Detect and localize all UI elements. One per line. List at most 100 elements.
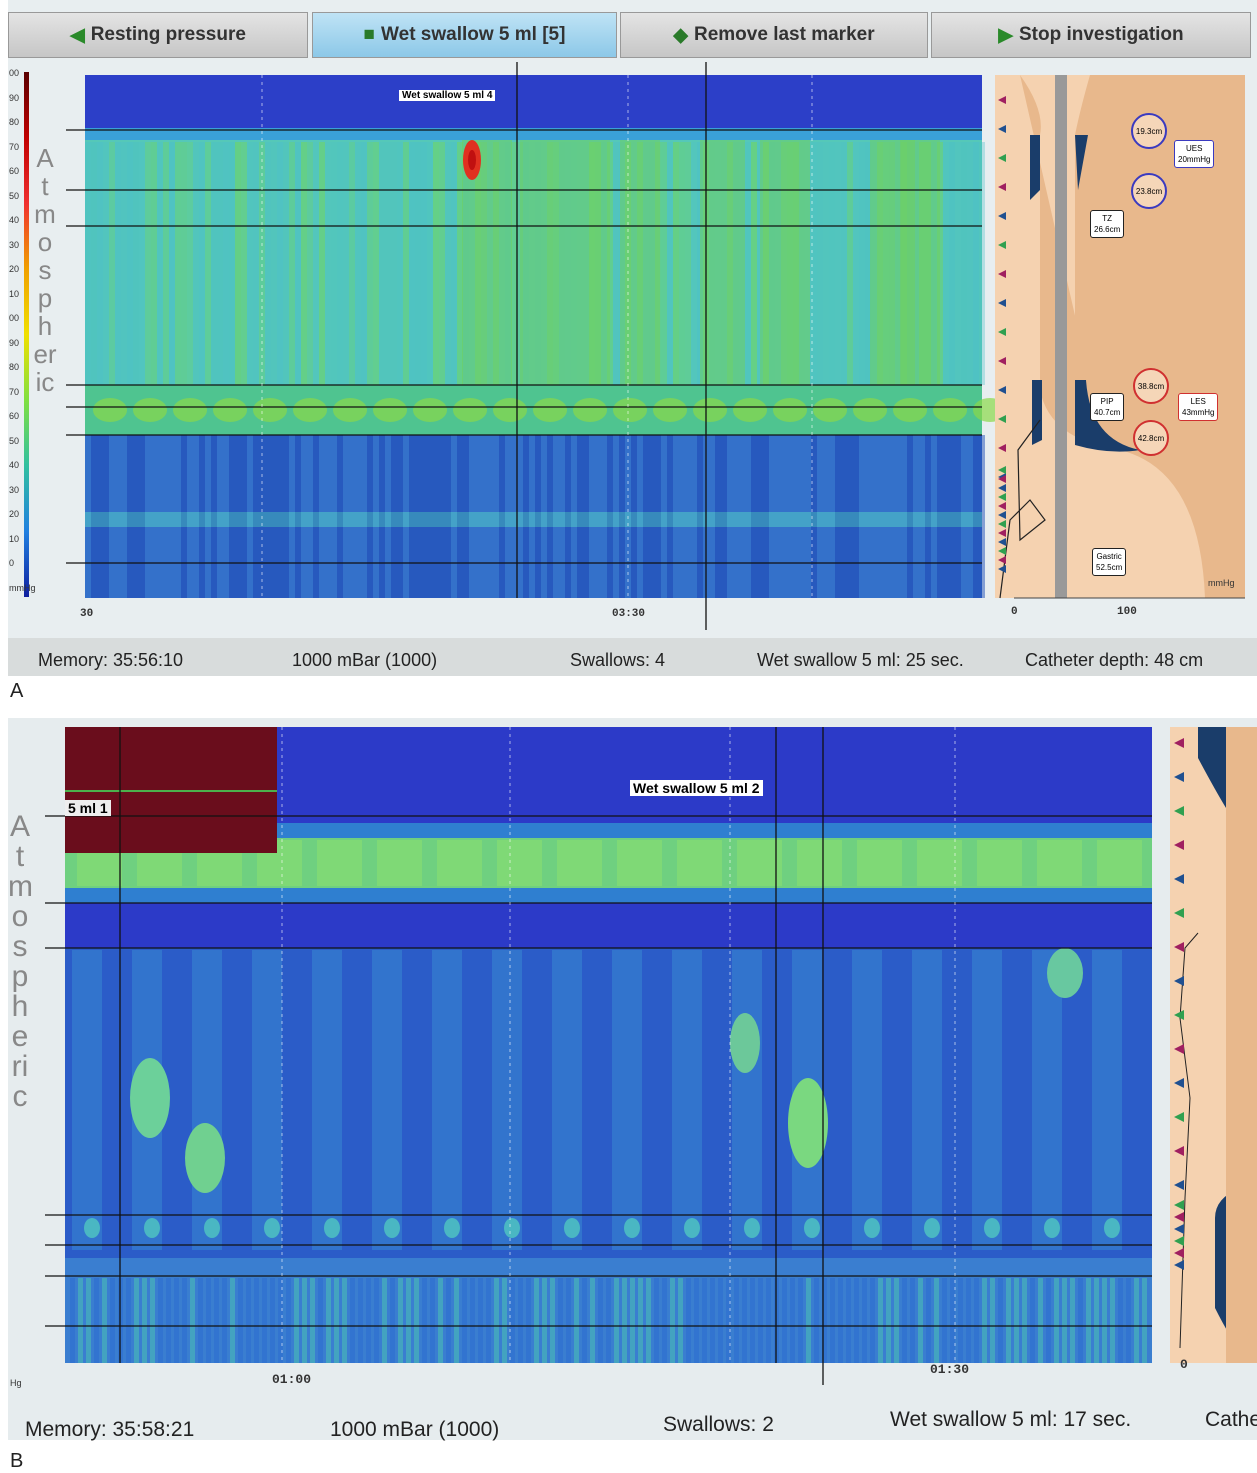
stripe [961, 142, 967, 385]
stripe [1046, 1278, 1051, 1363]
blob [1044, 1218, 1060, 1238]
stripe [277, 142, 283, 385]
stripe [934, 1278, 939, 1363]
stripe [550, 1278, 555, 1363]
position-circle: 38.8cm [1133, 368, 1169, 404]
stripe [595, 435, 601, 598]
stripe [374, 1278, 379, 1363]
stripe [1102, 1278, 1107, 1363]
stripe [926, 1278, 931, 1363]
stripe [182, 1278, 187, 1363]
stripe [846, 1278, 851, 1363]
stripe [565, 435, 571, 598]
blob [613, 398, 647, 422]
stripe [427, 435, 433, 598]
stripe [943, 435, 949, 598]
stripe [325, 142, 331, 385]
stripe [901, 435, 907, 598]
stripe [547, 435, 553, 598]
stripe [433, 435, 439, 598]
stripe [390, 1278, 395, 1363]
blob [453, 398, 487, 422]
profile-tick: 0 [1180, 1357, 1188, 1372]
stripe [313, 142, 319, 385]
stripe [685, 435, 691, 598]
stripe [870, 1278, 875, 1363]
stripe [361, 435, 367, 598]
stripe [319, 142, 325, 385]
stripe [691, 142, 697, 385]
stripe [193, 435, 199, 598]
stripe [823, 142, 829, 385]
stripe [109, 435, 115, 598]
time-label: 03:30 [612, 608, 645, 620]
stripe [475, 435, 481, 598]
stripe [445, 435, 451, 598]
stripe [613, 142, 619, 385]
stripe [469, 435, 475, 598]
stripe [211, 142, 217, 385]
stripe [326, 1278, 331, 1363]
bolus [730, 1013, 760, 1073]
stripe [943, 142, 949, 385]
stripe [661, 142, 667, 385]
stripe [912, 950, 942, 1250]
stripe [350, 1278, 355, 1363]
stripe [318, 1278, 323, 1363]
blob [144, 1218, 160, 1238]
stripe [637, 435, 643, 598]
stripe [385, 142, 391, 385]
stripe [192, 950, 222, 1250]
stripe [187, 435, 193, 598]
bolus [1047, 948, 1083, 998]
stripe [262, 1278, 267, 1363]
heatmap-a [0, 0, 1257, 676]
position-circle: 23.8cm [1131, 173, 1167, 209]
stripe [403, 142, 409, 385]
stripe [560, 140, 610, 385]
stripe [841, 435, 847, 598]
stripe [433, 142, 439, 385]
stripe [998, 1278, 1003, 1363]
stripe [439, 142, 445, 385]
stripe [910, 1278, 915, 1363]
blob [533, 398, 567, 422]
stripe [294, 1278, 299, 1363]
stripe [1126, 1278, 1131, 1363]
blob [384, 1218, 400, 1238]
stripe [1030, 1278, 1035, 1363]
stripe [403, 435, 409, 598]
stripe [151, 142, 157, 385]
blob [564, 1218, 580, 1238]
stripe [1062, 1278, 1067, 1363]
stripe [121, 142, 127, 385]
stripe [823, 435, 829, 598]
stripe [799, 435, 805, 598]
stripe [497, 840, 542, 886]
stripe [312, 950, 342, 1250]
stripe [662, 1278, 667, 1363]
stripe [451, 435, 457, 598]
stripe [97, 435, 103, 598]
stripe [223, 142, 229, 385]
stripe [775, 435, 781, 598]
stripe [520, 140, 560, 385]
stripe [277, 435, 283, 598]
stripe [127, 142, 133, 385]
stripe [438, 1278, 443, 1363]
stripe [86, 1278, 91, 1363]
stripe [1092, 950, 1122, 1250]
stripe [973, 142, 979, 385]
blob [984, 1218, 1000, 1238]
stripe [169, 435, 175, 598]
stripe [1006, 1278, 1011, 1363]
stripe [246, 1278, 251, 1363]
stripe [349, 142, 355, 385]
position-circle: 19.3cm [1131, 113, 1167, 149]
status-item: Wet swallow 5 ml: 17 sec. [890, 1408, 1131, 1432]
stripe [950, 1278, 955, 1363]
stripe [865, 435, 871, 598]
stripe [145, 435, 151, 598]
stripe [382, 1278, 387, 1363]
stripe [103, 435, 109, 598]
